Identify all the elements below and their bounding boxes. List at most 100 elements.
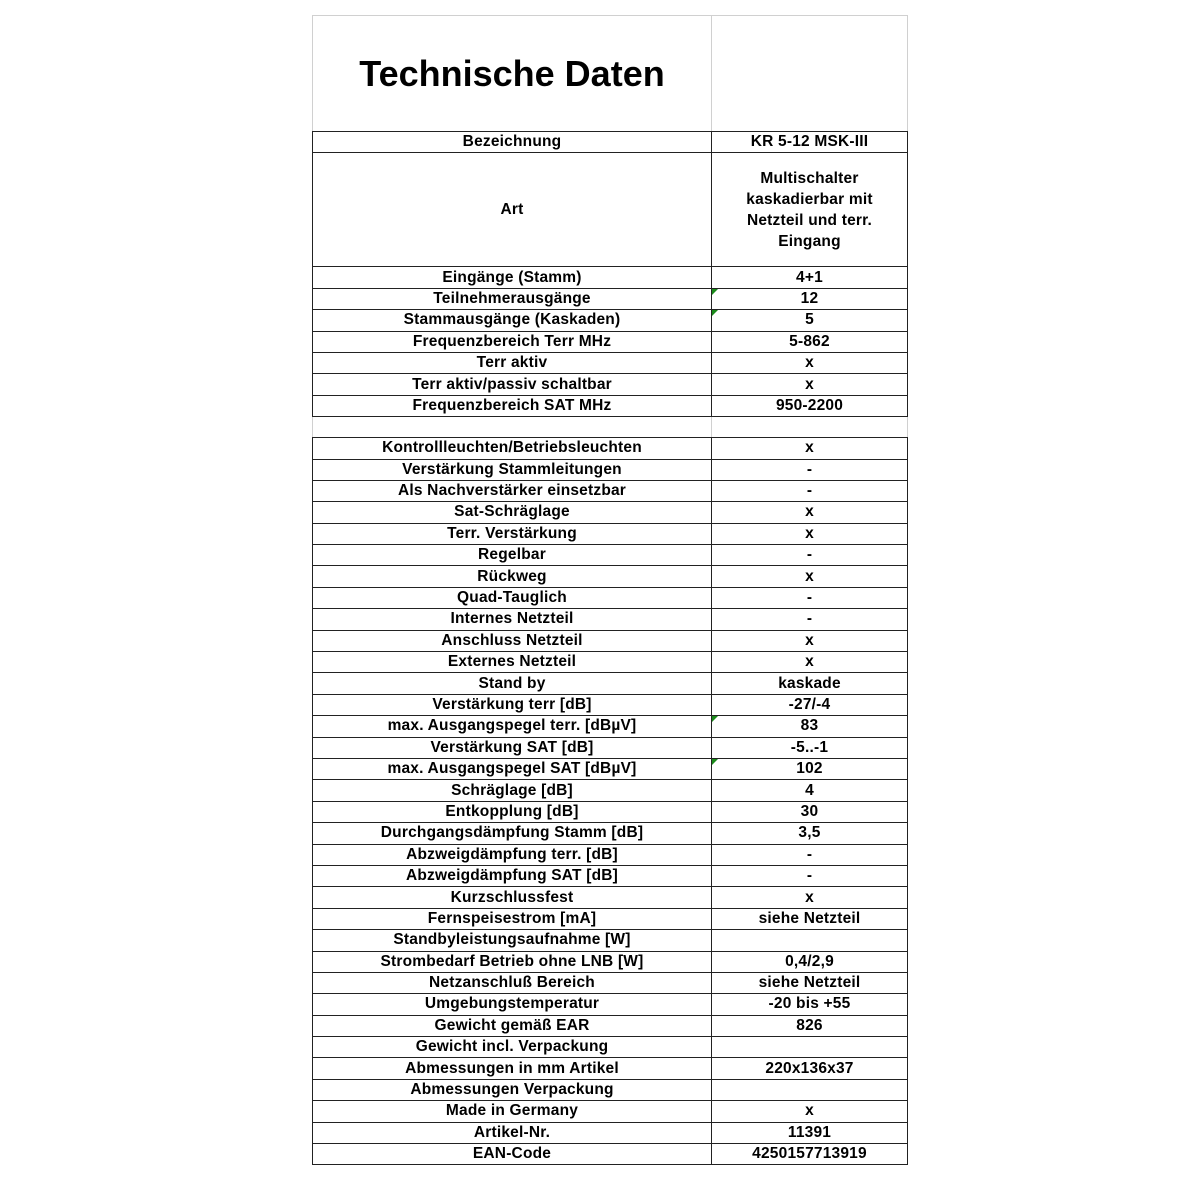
spec-value: 4+1 <box>712 267 907 287</box>
spec-value: 3,5 <box>712 823 907 843</box>
spec-label: Eingänge (Stamm) <box>313 267 712 288</box>
page-title: Technische Daten <box>359 52 665 94</box>
spec-value: - <box>712 609 907 629</box>
spec-value-text: x <box>805 375 814 393</box>
table-row: Verstärkung Stammleitungen - <box>313 459 907 481</box>
spec-value-text: x <box>805 503 814 521</box>
spec-value-text: -5..-1 <box>790 738 829 756</box>
spec-value-text: - <box>806 546 813 564</box>
table-row: Quad-Tauglich - <box>313 587 907 610</box>
spec-value-text: 83 <box>800 717 819 735</box>
spec-label: Kontrollleuchten/Betriebsleuchten <box>313 438 712 459</box>
spec-value-text: 220x136x37 <box>765 1059 854 1077</box>
spec-value-text: x <box>805 653 814 671</box>
table-row: Kurzschlussfest x <box>313 887 907 909</box>
spec-label: Frequenzbereich Terr MHz <box>313 331 712 352</box>
spec-value-text: kaskade <box>778 674 841 692</box>
spec-value: -5..-1 <box>712 738 907 758</box>
spec-value-text: 5-862 <box>789 332 830 350</box>
table-row: Terr aktiv/passiv schaltbar x <box>313 374 907 396</box>
spec-label: Externes Netzteil <box>313 652 712 673</box>
table-row: Stammausgänge (Kaskaden) 5 <box>313 310 907 332</box>
spec-label: Terr aktiv/passiv schaltbar <box>313 374 712 395</box>
spec-label: Anschluss Netzteil <box>313 630 712 652</box>
table-row: Fernspeisestrom [mA] siehe Netzteil <box>313 908 907 931</box>
spec-value-text: 12 <box>800 289 819 307</box>
spec-value: 0,4/2,9 <box>712 952 907 972</box>
spec-value-text: - <box>806 460 813 478</box>
title-row: Technische Daten <box>312 15 908 131</box>
comment-marker-icon <box>712 288 718 295</box>
table-row: Sat-Schräglage x <box>313 502 907 524</box>
spec-value-text: siehe Netzteil <box>758 974 861 992</box>
table-row: Art Multischalter kaskadierbar mit Netzte… <box>313 153 907 268</box>
spec-value: 11391 <box>712 1123 907 1143</box>
spec-value-text: Multischalter kaskadierbar mit Netzteil … <box>746 169 873 250</box>
spec-label: Standbyleistungsaufnahme [W] <box>313 930 712 951</box>
spec-value-text: - <box>806 845 813 863</box>
spec-value-text: -20 bis +55 <box>768 995 851 1013</box>
comment-marker-icon <box>712 716 718 723</box>
spec-value: 5-862 <box>712 332 907 352</box>
spec-value-text: 3,5 <box>798 824 821 842</box>
spec-value: x <box>712 1101 907 1121</box>
spec-label: Umgebungstemperatur <box>313 994 712 1015</box>
spec-label: Sat-Schräglage <box>313 502 712 523</box>
spec-label: Abmessungen Verpackung <box>313 1079 712 1101</box>
table-row: Standbyleistungsaufnahme [W] <box>313 930 907 952</box>
empty-cell <box>712 16 907 131</box>
spec-value: KR 5-12 MSK-III <box>712 132 907 152</box>
table-row: Abmessungen in mm Artikel 220x136x37 <box>313 1058 907 1080</box>
spec-value: x <box>712 652 907 672</box>
table-row: EAN-Code 4250157713919 <box>313 1144 907 1166</box>
spec-value: -27/-4 <box>712 695 907 715</box>
spec-value: x <box>712 566 907 586</box>
spec-value: 102 <box>712 758 907 779</box>
spec-value-text: KR 5-12 MSK-III <box>750 133 869 151</box>
spec-label: Abzweigdämpfung SAT [dB] <box>313 865 712 887</box>
spec-value-text: 826 <box>796 1016 823 1034</box>
spec-table-1: Bezeichnung KR 5-12 MSK-III Art Multischalt… <box>312 131 908 418</box>
spec-value-text: 950-2200 <box>775 396 844 414</box>
comment-marker-icon <box>712 310 718 317</box>
spec-value: 5 <box>712 310 907 330</box>
spec-label: Terr aktiv <box>313 352 712 374</box>
table-row: Teilnehmerausgänge 12 <box>313 288 907 311</box>
table-row: Bezeichnung KR 5-12 MSK-III <box>313 132 907 154</box>
spec-value: x <box>712 524 907 544</box>
spec-label: Internes Netzteil <box>313 609 712 630</box>
spec-value-text: - <box>806 867 813 885</box>
table-row: Netzanschluß Bereich siehe Netzteil <box>313 972 907 995</box>
spec-value: 4 <box>712 780 907 800</box>
spec-label: Abzweigdämpfung terr. [dB] <box>313 844 712 865</box>
spec-value-text: 5 <box>805 311 814 329</box>
spec-value-text: x <box>805 439 814 457</box>
spec-value-text: - <box>806 482 813 500</box>
table-row: max. Ausgangspegel SAT [dBµV] 102 <box>313 758 907 781</box>
spec-label: Verstärkung Stammleitungen <box>313 459 712 480</box>
table-row: Regelbar - <box>313 545 907 567</box>
table-row: Abzweigdämpfung terr. [dB] - <box>313 844 907 866</box>
spec-label: Rückweg <box>313 566 712 587</box>
spec-value-text: 4250157713919 <box>752 1145 867 1163</box>
table-row: Frequenzbereich SAT MHz 950-2200 <box>313 395 907 418</box>
table-row: Artikel-Nr. 11391 <box>313 1122 907 1145</box>
table-row: Strombedarf Betrieb ohne LNB [W] 0,4/2,9 <box>313 951 907 973</box>
spec-value-text: 4+1 <box>796 268 823 286</box>
table-row: Entkopplung [dB] 30 <box>313 801 907 824</box>
spec-label: Regelbar <box>313 545 712 566</box>
spec-value: Multischalter kaskadierbar mit Netzteil … <box>712 153 907 266</box>
spec-label: max. Ausgangspegel terr. [dBµV] <box>313 716 712 737</box>
spec-label: Strombedarf Betrieb ohne LNB [W] <box>313 951 712 972</box>
spec-value-text: - <box>806 589 813 607</box>
spec-value-text: x <box>805 631 814 649</box>
spec-value: 950-2200 <box>712 396 907 416</box>
spec-value: x <box>712 353 907 373</box>
spec-value: x <box>712 631 907 651</box>
table-row: Eingänge (Stamm) 4+1 <box>313 267 907 289</box>
table-row: Gewicht incl. Verpackung <box>313 1037 907 1059</box>
spec-value <box>712 1080 907 1100</box>
spec-label: Netzanschluß Bereich <box>313 972 712 994</box>
spec-value-text: 4 <box>805 781 814 799</box>
spec-value-text: x <box>805 567 814 585</box>
